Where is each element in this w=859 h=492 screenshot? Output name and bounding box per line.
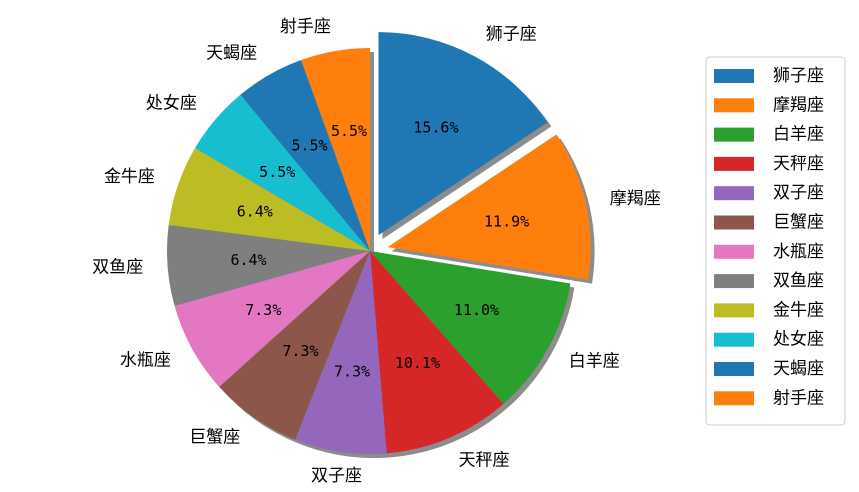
percent-labels: 15.6% 11.9% 11.0% 10.1% 7.3% 7.3% 7.3% 6.4% 6.4%… <box>230 119 529 381</box>
slice-1-label: 摩羯座 <box>610 189 661 209</box>
legend-label-7: 双鱼座 <box>773 271 824 291</box>
legend-label-8: 金牛座 <box>773 300 824 320</box>
slice-5-wedge <box>219 251 370 440</box>
legend-swatch-3 <box>714 156 754 171</box>
legend-label-11: 射手座 <box>773 388 824 408</box>
slice-3-label: 天秤座 <box>458 450 509 470</box>
legend-swatch-9 <box>714 332 754 347</box>
legend-label-9: 处女座 <box>773 330 824 350</box>
slice-3-percent-label: 10.1% <box>395 354 440 372</box>
pie-slices <box>167 32 591 454</box>
legend-label-4: 双子座 <box>773 183 824 203</box>
legend-label-6: 水瓶座 <box>773 242 824 262</box>
slice-11-wedge <box>301 48 370 251</box>
legend-label-0: 狮子座 <box>773 66 824 86</box>
legend-label-3: 天秤座 <box>773 154 824 174</box>
slice-11-label: 射手座 <box>280 17 331 37</box>
slice-0-wedge <box>378 32 548 236</box>
slice-11-percent-label: 5.5% <box>331 122 367 140</box>
slice-8-percent-label: 6.4% <box>237 202 273 220</box>
slice-0-label: 狮子座 <box>486 25 537 45</box>
legend-swatch-8 <box>714 303 754 318</box>
slice-9-percent-label: 5.5% <box>259 163 295 181</box>
slice-1-wedge <box>387 134 591 280</box>
legend-swatch-4 <box>714 186 754 201</box>
legend-swatch-6 <box>714 244 754 259</box>
slice-8-wedge <box>168 148 370 251</box>
slice-0-percent-label: 15.6% <box>413 119 458 137</box>
slice-3-wedge <box>370 251 504 454</box>
slice-2-label: 白羊座 <box>569 351 620 371</box>
slice-9-wedge <box>195 94 370 251</box>
slice-5-label: 巨蟹座 <box>189 428 240 448</box>
legend-swatch-11 <box>714 391 754 406</box>
slice-1-percent-label: 11.9% <box>484 212 529 230</box>
slice-2-percent-label: 11.0% <box>454 301 499 319</box>
slice-9-label: 处女座 <box>146 94 197 114</box>
slice-10-label: 天蝎座 <box>206 44 257 64</box>
legend-swatch-10 <box>714 362 754 376</box>
slice-7-wedge <box>167 224 370 306</box>
legend-swatch-2 <box>714 127 754 142</box>
legend-label-5: 巨蟹座 <box>773 213 824 233</box>
slice-2-wedge <box>370 251 571 404</box>
slice-6-percent-label: 7.3% <box>245 301 281 319</box>
legend-label-10: 天蝎座 <box>773 359 824 379</box>
slice-4-percent-label: 7.3% <box>334 362 370 380</box>
slice-8-label: 金牛座 <box>104 167 155 187</box>
slice-10-wedge <box>240 60 370 251</box>
slice-6-wedge <box>174 251 370 387</box>
legend-label-2: 白羊座 <box>773 125 824 145</box>
legend-swatch-5 <box>714 215 754 230</box>
legend-swatch-1 <box>714 98 754 113</box>
legend-swatch-0 <box>714 69 754 83</box>
slice-4-label: 双子座 <box>311 466 362 486</box>
slice-7-percent-label: 6.4% <box>230 251 266 269</box>
legend-label-1: 摩羯座 <box>773 95 824 115</box>
slice-7-label: 双鱼座 <box>92 257 143 277</box>
slice-6-label: 水瓶座 <box>120 351 171 371</box>
slice-5-percent-label: 7.3% <box>282 342 318 360</box>
slice-4-wedge <box>295 251 387 454</box>
legend-swatch-7 <box>714 274 754 289</box>
slice-10-percent-label: 5.5% <box>291 136 327 154</box>
